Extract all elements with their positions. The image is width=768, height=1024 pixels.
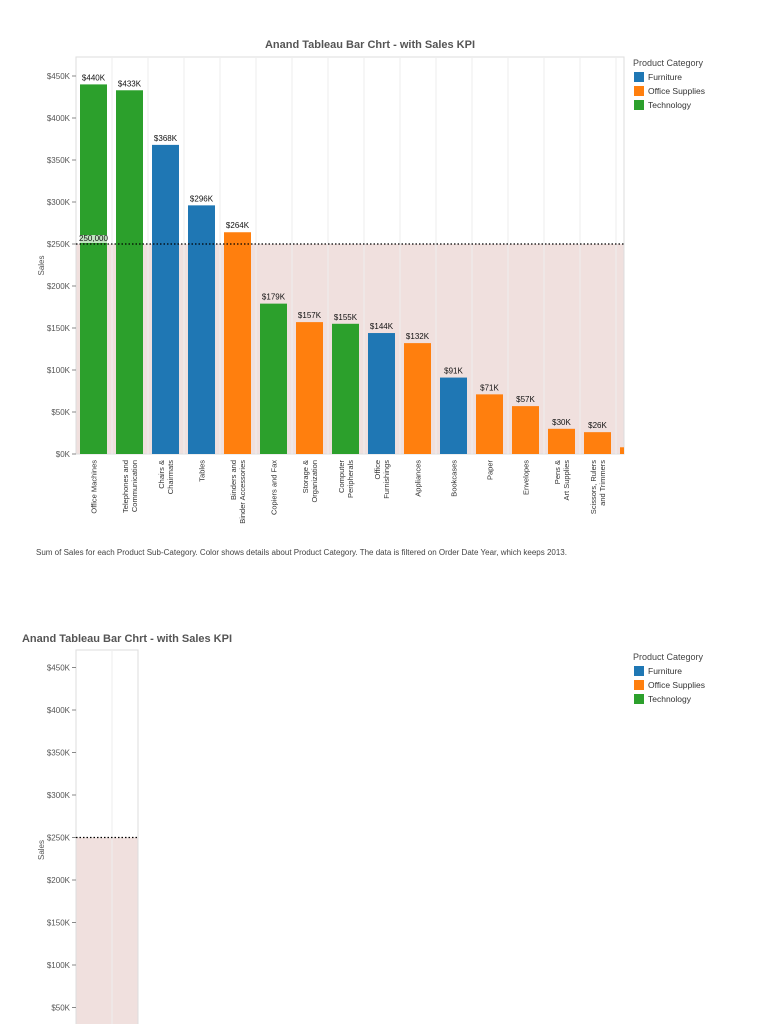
legend-swatch-technology bbox=[634, 100, 644, 110]
x-tick-label: Bookcases bbox=[450, 460, 459, 497]
bar-appliances bbox=[404, 343, 431, 454]
bar-telephones-and-communication bbox=[116, 90, 143, 454]
y-tick-label: $200K bbox=[47, 876, 71, 885]
x-tick-label: Communication bbox=[130, 460, 139, 512]
y-tick-label: $300K bbox=[47, 791, 71, 800]
data-label: $433K bbox=[118, 79, 142, 88]
reference-label-bg bbox=[78, 235, 108, 243]
bar-pens-art-supplies bbox=[548, 428, 575, 454]
chart-1: Anand Tableau Bar Chrt - with Sales KPI $… bbox=[36, 39, 705, 557]
data-label: $144K bbox=[370, 322, 394, 331]
data-label: $157K bbox=[298, 311, 322, 320]
y-tick-label: $0K bbox=[56, 450, 71, 459]
chart-caption: Sum of Sales for each Product Sub-Catego… bbox=[36, 548, 567, 557]
x-tick-label: Binder Accessories bbox=[238, 460, 247, 524]
chart-2: Anand Tableau Bar Chrt - with Sales KPI $… bbox=[22, 633, 705, 1024]
plot-area bbox=[75, 649, 139, 1024]
bar-chairs-chairmats bbox=[152, 144, 179, 454]
y-tick-label: $150K bbox=[47, 919, 71, 928]
x-tick-label: Chairmats bbox=[166, 460, 175, 494]
x-tick-label: and Trimmers bbox=[598, 460, 607, 506]
bar-paper bbox=[476, 394, 503, 454]
x-tick-label: Tables bbox=[198, 460, 207, 482]
data-label: $71K bbox=[480, 383, 499, 392]
x-tick-label: Organization bbox=[310, 460, 319, 503]
legend-title: Product Category bbox=[633, 652, 704, 662]
data-label: $91K bbox=[444, 367, 463, 376]
data-label: $26K bbox=[588, 421, 607, 430]
y-tick-label: $300K bbox=[47, 198, 71, 207]
y-axis-label: Sales bbox=[37, 840, 46, 860]
bar-copiers-and-fax bbox=[260, 303, 287, 454]
x-tick-label: Telephones and bbox=[121, 460, 130, 513]
data-label: $30K bbox=[552, 418, 571, 427]
y-tick-label: $250K bbox=[47, 240, 71, 249]
bar-scissors-rulers-and-trimmers bbox=[584, 432, 611, 454]
x-tick-label: Peripherals bbox=[346, 460, 355, 498]
bar-office-furnishings bbox=[368, 333, 395, 454]
bar-partial bbox=[620, 447, 624, 454]
x-tick-label: Office bbox=[373, 460, 382, 479]
chart-title: Anand Tableau Bar Chrt - with Sales KPI bbox=[22, 633, 232, 645]
bar-binders-and-binder-accessories bbox=[224, 232, 251, 454]
kpi-band bbox=[76, 837, 138, 1024]
chart-title: Anand Tableau Bar Chrt - with Sales KPI bbox=[265, 39, 475, 51]
x-tick-label: Furnishings bbox=[382, 460, 391, 499]
y-tick-label: $150K bbox=[47, 324, 71, 333]
data-label: $132K bbox=[406, 332, 430, 341]
legend-swatch-furniture bbox=[634, 72, 644, 82]
bar-bookcases bbox=[440, 377, 467, 454]
legend-swatch-office-supplies bbox=[634, 680, 644, 690]
legend-label: Office Supplies bbox=[648, 680, 705, 690]
y-tick-label: $250K bbox=[47, 834, 71, 843]
y-tick-label: $350K bbox=[47, 156, 71, 165]
x-tick-label: Storage & bbox=[301, 460, 310, 493]
legend-swatch-office-supplies bbox=[634, 86, 644, 96]
y-tick-label: $400K bbox=[47, 706, 71, 715]
bar-envelopes bbox=[512, 406, 539, 454]
y-tick-label: $100K bbox=[47, 961, 71, 970]
x-tick-label: Office Machines bbox=[90, 460, 99, 514]
x-tick-label: Envelopes bbox=[522, 460, 531, 495]
x-tick-label: Scissors, Rulers bbox=[589, 460, 598, 514]
x-tick-label: Paper bbox=[486, 459, 495, 480]
y-tick-label: $350K bbox=[47, 749, 71, 758]
reference-line-label: 250,000 bbox=[79, 234, 108, 243]
y-tick-label: $200K bbox=[47, 282, 71, 291]
x-tick-label: Appliances bbox=[414, 460, 423, 497]
y-tick-label: $100K bbox=[47, 366, 71, 375]
bar-tables bbox=[188, 205, 215, 454]
data-label: $368K bbox=[154, 134, 178, 143]
legend-title: Product Category bbox=[633, 58, 704, 68]
x-tick-label: Pens & bbox=[553, 460, 562, 484]
y-tick-label: $450K bbox=[47, 664, 71, 673]
x-tick-label: Binders and bbox=[229, 460, 238, 500]
bar-office-machines bbox=[80, 84, 107, 455]
y-tick-label: $50K bbox=[51, 1004, 70, 1013]
y-tick-label: $400K bbox=[47, 114, 71, 123]
legend-label: Technology bbox=[648, 694, 692, 704]
x-tick-label: Computer bbox=[337, 460, 346, 493]
data-label: $57K bbox=[516, 395, 535, 404]
bar-computer-peripherals bbox=[332, 323, 359, 454]
data-label: $155K bbox=[334, 313, 358, 322]
y-axis-label: Sales bbox=[37, 255, 46, 275]
x-tick-label: Chairs & bbox=[157, 460, 166, 489]
x-tick-label: Art Supplies bbox=[562, 460, 571, 501]
legend-swatch-technology bbox=[634, 694, 644, 704]
data-label: $264K bbox=[226, 221, 250, 230]
legend-swatch-furniture bbox=[634, 666, 644, 676]
legend-label: Furniture bbox=[648, 666, 682, 676]
legend-label: Furniture bbox=[648, 72, 682, 82]
data-label: $179K bbox=[262, 293, 286, 302]
y-tick-label: $450K bbox=[47, 72, 71, 81]
y-tick-label: $50K bbox=[51, 408, 70, 417]
data-label: $296K bbox=[190, 194, 214, 203]
bar-storage-organization bbox=[296, 322, 323, 454]
x-tick-label: Copiers and Fax bbox=[270, 460, 279, 515]
legend-label: Office Supplies bbox=[648, 86, 705, 96]
data-label: $440K bbox=[82, 73, 106, 82]
legend-label: Technology bbox=[648, 100, 692, 110]
